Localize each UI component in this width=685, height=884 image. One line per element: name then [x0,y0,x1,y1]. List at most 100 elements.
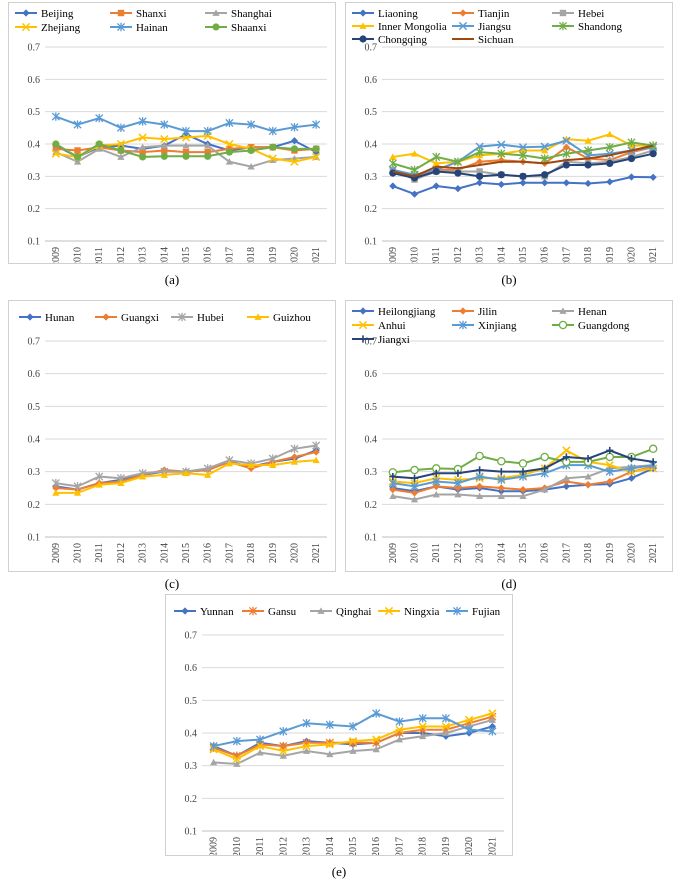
x-tick-label: 2014 [325,837,336,855]
data-point [605,143,614,152]
legend-label: Chongqing [378,34,427,46]
data-point [453,157,462,166]
legend-marker [317,607,325,614]
x-tick-label: 2017 [224,247,235,263]
legend-item: Jiangsu [452,21,512,33]
legend-marker [359,35,367,43]
data-point [160,152,168,160]
data-point [256,749,264,756]
data-point [627,138,636,147]
data-point [73,158,82,165]
x-tick-label: 2021 [648,247,659,263]
data-point [204,148,211,156]
legend-marker [459,9,467,17]
legend-item: Shanxi [110,8,167,20]
data-point [418,722,427,731]
data-point [160,142,168,149]
data-point [73,482,82,491]
legend-label: Guangdong [578,320,630,332]
line-chart-d: 0.1 0.2 0.3 0.4 0.5 0.6 0.7 2009 2010 2011 2012 201… [352,306,664,563]
data-point [51,149,60,158]
legend-item: Inner Mongolia [352,21,447,33]
x-tick-label: 2018 [583,247,594,263]
y-tick-label: 0.4 [28,140,41,151]
x-tick-label: 2020 [464,837,475,855]
x-tick-label: 2010 [410,543,421,563]
data-point [476,168,483,175]
data-point [182,469,190,477]
x-tick-label: 2019 [268,543,279,563]
data-point [476,466,484,474]
x-tick-label: 2012 [453,247,464,263]
x-tick-label: 2018 [418,837,429,855]
data-point [497,149,506,158]
data-point [454,490,462,498]
legend-label: Sichuan [478,34,514,46]
data-point [541,486,549,493]
series-jiangxi [389,446,657,482]
data-point [52,140,60,148]
gridlines [45,340,327,538]
data-point [290,137,299,145]
data-point [269,143,277,151]
data-point [606,477,614,486]
caption-e: (e) [331,864,347,879]
data-point [312,120,321,129]
data-point [584,481,592,489]
legend-item: Fujian [446,606,501,618]
data-point [52,484,60,492]
legend-item: Tianjin [452,8,510,20]
data-point [389,472,397,481]
legend-marker [22,9,30,17]
legend-marker [458,320,468,330]
data-point [290,458,299,465]
x-tick-label: 2016 [540,247,551,263]
x-tick-label: 2021 [311,543,322,563]
data-point [497,492,505,500]
y-tick-label: 0.2 [365,500,378,511]
series-sichuan [392,144,654,178]
legend-label: Hebei [578,8,604,20]
data-point [562,446,571,455]
data-point [116,139,126,149]
legend-item: Anhui [352,320,406,332]
data-point [95,481,103,488]
legend-label: Xinjiang [478,320,517,332]
data-point [95,145,103,152]
data-point [73,153,82,161]
legend: Yunnan Gansu Qinghai Ningxia Fujian [174,606,501,618]
legend-item: Hainan [110,22,168,34]
data-point [454,169,462,177]
data-point [117,153,125,160]
chart-panel-e: 0.1 0.2 0.3 0.4 0.5 0.6 0.7 2009 2010 2011 2012 201… [165,594,513,856]
data-point [541,146,549,154]
data-point [519,146,527,154]
x-tick-label: 2013 [138,247,149,263]
data-point [290,145,299,153]
x-tick-label: 2014 [496,543,507,563]
data-point [395,735,404,743]
data-point [497,468,505,476]
x-tick-label: 2019 [605,247,616,263]
legend-marker [116,22,126,32]
y-tick-label: 0.7 [28,43,41,54]
x-tick-label: 2018 [246,247,257,263]
legend-label: Guangxi [121,312,159,324]
data-point [269,156,277,164]
data-point [488,722,496,731]
data-point [233,760,241,767]
x-tick-label: 2011 [431,543,442,563]
x-tick-label: 2016 [203,247,214,263]
chart-panel-a: 0.1 0.2 0.3 0.4 0.5 0.6 0.7 2009 2010 2011 2012 201… [8,2,336,264]
y-tick-label: 0.6 [185,663,198,674]
data-point [225,148,233,156]
x-tick-label: 2010 [232,837,243,855]
data-point [349,747,357,754]
y-tick-label: 0.5 [365,402,378,413]
data-point [497,456,506,466]
data-point [475,451,484,461]
legend-label: Hunan [45,312,75,324]
legend-marker [359,307,367,315]
x-tick-label: 2015 [348,837,359,855]
legend-marker [254,313,262,320]
